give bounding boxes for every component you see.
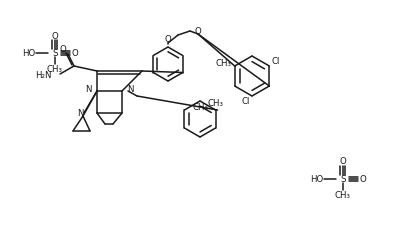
Text: HO: HO	[22, 49, 35, 58]
Text: Cl: Cl	[271, 57, 279, 66]
Text: HO: HO	[309, 174, 322, 183]
Text: O: O	[194, 27, 201, 36]
Text: N: N	[77, 109, 83, 118]
Text: O: O	[71, 49, 78, 58]
Text: CH₃: CH₃	[47, 66, 63, 75]
Text: CH₃: CH₃	[215, 60, 231, 69]
Text: S: S	[339, 174, 345, 183]
Text: O: O	[164, 36, 171, 45]
Text: CH₃: CH₃	[334, 191, 350, 201]
Text: CH₃: CH₃	[192, 103, 208, 112]
Text: O: O	[339, 158, 346, 167]
Text: O: O	[51, 31, 58, 40]
Text: N: N	[85, 85, 92, 94]
Text: H₂N: H₂N	[35, 72, 52, 80]
Text: O: O	[59, 46, 66, 55]
Text: N: N	[127, 85, 133, 94]
Text: O: O	[359, 174, 365, 183]
Text: S: S	[52, 49, 58, 58]
Text: Cl: Cl	[241, 97, 249, 106]
Text: CH₃: CH₃	[207, 100, 223, 109]
